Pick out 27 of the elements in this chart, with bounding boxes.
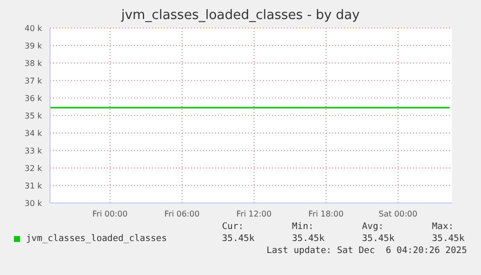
y-tick-label: 37 k bbox=[24, 76, 42, 86]
text: 35.45k bbox=[222, 234, 255, 244]
x-tick-label: Fri 06:00 bbox=[164, 210, 200, 219]
text: 35.45k bbox=[362, 234, 395, 244]
y-tick-label: 31 k bbox=[24, 181, 42, 190]
y-tick-label: 35 k bbox=[24, 111, 42, 120]
y-tick-label: 30 k bbox=[24, 198, 42, 208]
x-tick-label: Fri 00:00 bbox=[92, 210, 128, 219]
y-tick-label: 34 k bbox=[24, 128, 42, 138]
x-tick-label: Fri 12:00 bbox=[236, 210, 272, 219]
text: Last update: Sat Dec 6 04:20:26 2025 bbox=[266, 246, 467, 256]
text: 35.45k bbox=[432, 234, 465, 244]
y-tick-label: 32 k bbox=[24, 164, 42, 173]
x-tick-label: Sat 00:00 bbox=[378, 210, 418, 219]
text: Cur: bbox=[222, 222, 244, 232]
x-tick-label: Fri 18:00 bbox=[308, 210, 344, 219]
text: Max: bbox=[432, 222, 454, 232]
chart-title: jvm_classes_loaded_classes - by day bbox=[120, 8, 361, 23]
y-tick-label: 38 k bbox=[24, 58, 42, 68]
y-tick-label: 33 k bbox=[24, 146, 42, 156]
y-tick-label: 40 k bbox=[24, 24, 42, 33]
text: Min: bbox=[292, 222, 314, 232]
y-tick-label: 36 k bbox=[24, 94, 42, 103]
text: 35.45k bbox=[292, 234, 325, 244]
text: Avg: bbox=[362, 222, 384, 232]
y-tick-label: 39 k bbox=[24, 41, 42, 50]
legend-label: jvm_classes_loaded_classes bbox=[26, 234, 167, 244]
